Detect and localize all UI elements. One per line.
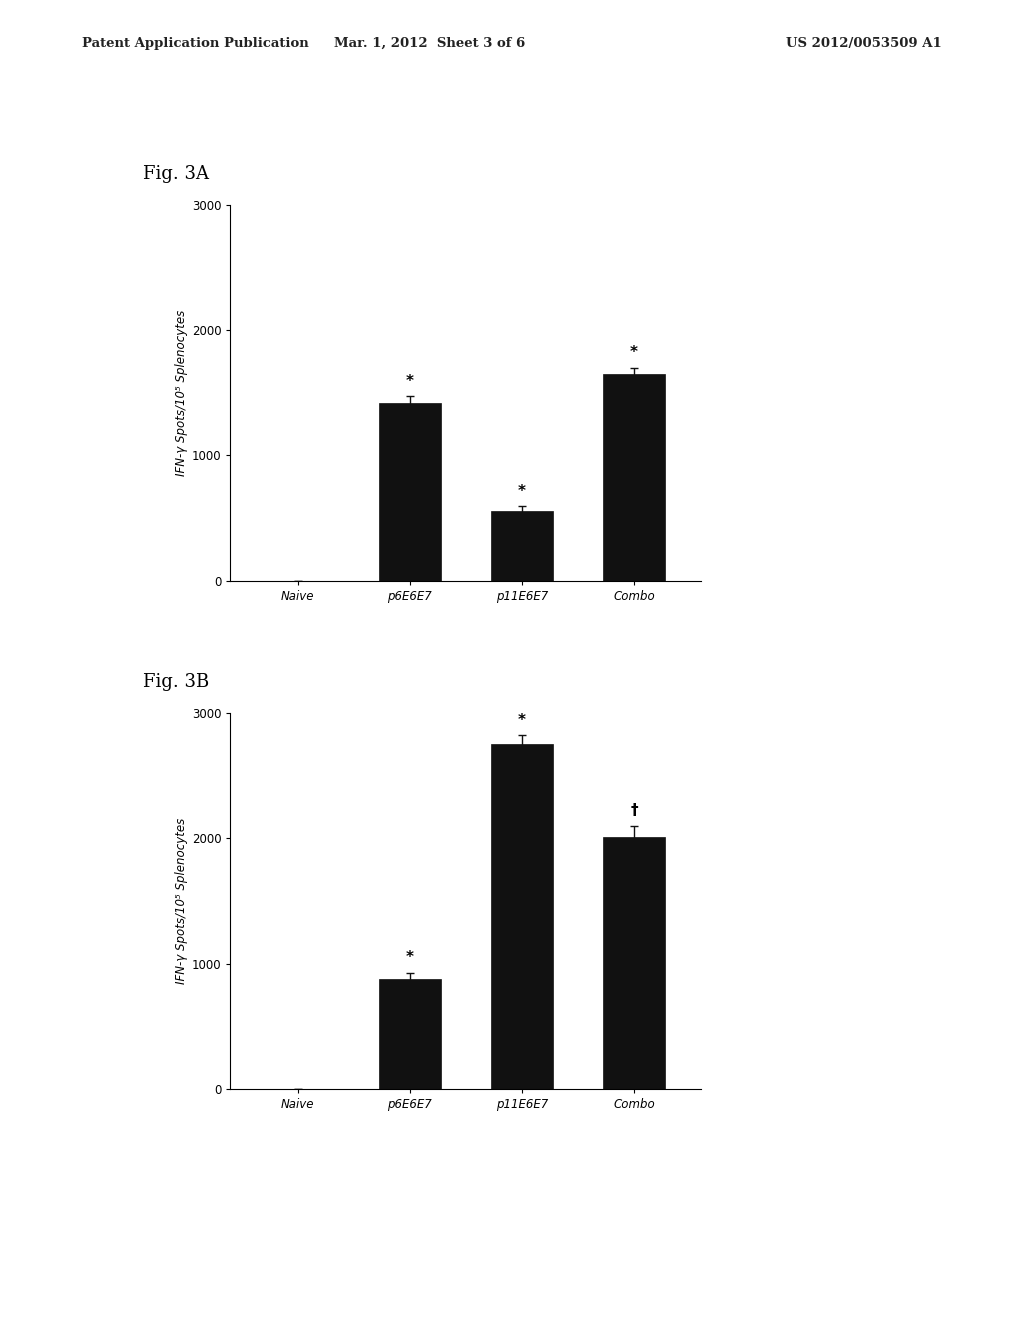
- Bar: [603, 837, 665, 1089]
- Bar: [492, 744, 553, 1089]
- Text: *: *: [518, 713, 526, 727]
- Text: US 2012/0053509 A1: US 2012/0053509 A1: [786, 37, 942, 50]
- Bar: [603, 374, 665, 581]
- Text: Patent Application Publication: Patent Application Publication: [82, 37, 308, 50]
- Text: *: *: [630, 345, 638, 360]
- Bar: [379, 978, 440, 1089]
- Text: *: *: [406, 374, 414, 389]
- Bar: [492, 511, 553, 581]
- Text: Fig. 3B: Fig. 3B: [143, 673, 210, 692]
- Text: Mar. 1, 2012  Sheet 3 of 6: Mar. 1, 2012 Sheet 3 of 6: [335, 37, 525, 50]
- Text: *: *: [406, 950, 414, 965]
- Text: †: †: [631, 803, 638, 818]
- Bar: [379, 403, 440, 581]
- Text: Fig. 3A: Fig. 3A: [143, 165, 209, 183]
- Text: *: *: [518, 483, 526, 499]
- Y-axis label: IFN-γ Spots/10⁵ Splenocytes: IFN-γ Spots/10⁵ Splenocytes: [174, 310, 187, 475]
- Y-axis label: IFN-γ Spots/10⁵ Splenocytes: IFN-γ Spots/10⁵ Splenocytes: [174, 818, 187, 983]
